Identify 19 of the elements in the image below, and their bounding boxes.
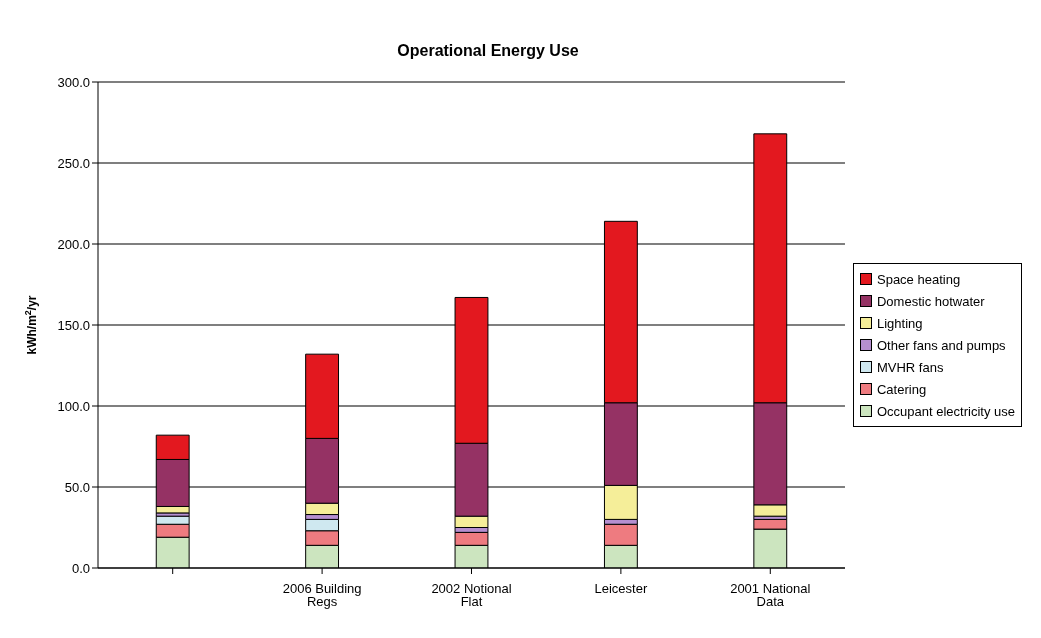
chart-title: Operational Energy Use — [396, 42, 580, 60]
x-tick-label: 2002 Notional Flat — [431, 581, 512, 610]
x-tick-label: 2006 Building Regs — [282, 581, 362, 610]
y-tick-label: 0.0 — [71, 560, 90, 576]
legend-label: Space heating — [876, 271, 961, 287]
legend-label: Lighting — [876, 315, 923, 331]
x-tick-label: 2001 National Data — [730, 581, 811, 610]
legend-label: Catering — [876, 381, 927, 397]
legend-label: Domestic hotwater — [876, 293, 985, 309]
y-tick-label: 100.0 — [57, 398, 90, 414]
legend-label: Occupant electricity use — [876, 403, 1015, 419]
y-tick-label: 150.0 — [57, 317, 90, 333]
y-tick-label: 50.0 — [64, 479, 90, 495]
legend-label: Other fans and pumps — [876, 337, 1006, 353]
x-tick-label: Leicester — [594, 581, 648, 597]
y-tick-label: 300.0 — [57, 74, 90, 90]
legend-label: MVHR fans — [876, 359, 944, 375]
y-tick-label: 250.0 — [57, 155, 90, 171]
y-tick-label: 200.0 — [57, 236, 90, 252]
